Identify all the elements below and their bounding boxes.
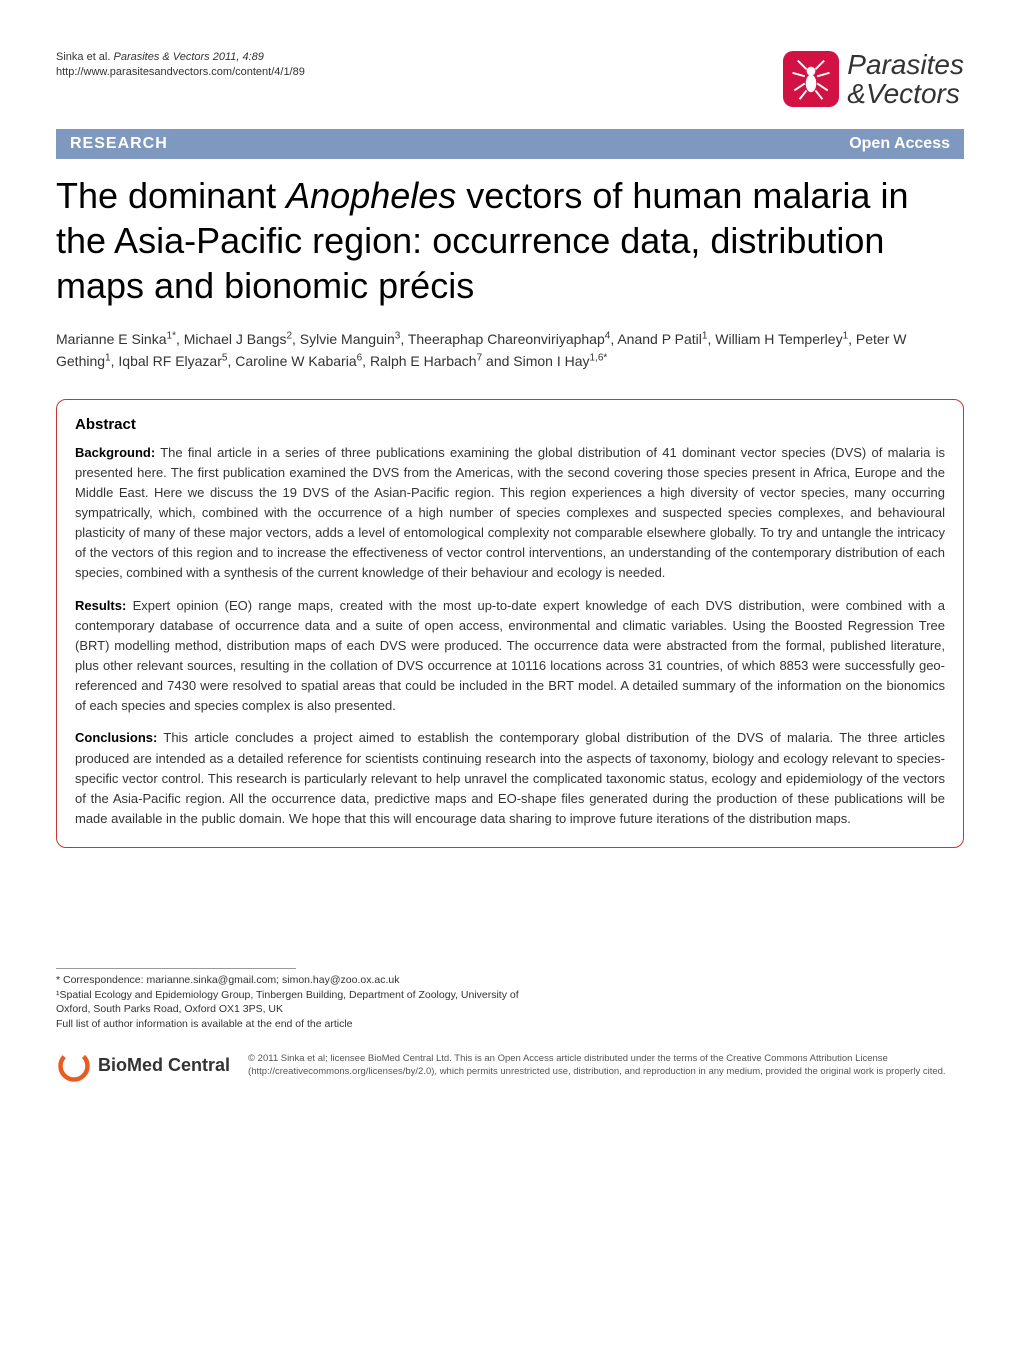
author-list: Marianne E Sinka1*, Michael J Bangs2, Sy… [56,328,964,373]
bmc-name: BioMed Central [98,1055,230,1076]
header-citation: Sinka et al. Parasites & Vectors 2011, 4… [56,50,305,81]
correspondence-emails: * Correspondence: marianne.sinka@gmail.c… [56,973,536,988]
footer-row: BioMed Central © 2011 Sinka et al; licen… [56,1048,964,1084]
abstract-heading: Abstract [75,416,945,433]
correspondence-note: Full list of author information is avail… [56,1017,536,1032]
page: Sinka et al. Parasites & Vectors 2011, 4… [0,0,1020,1124]
journal-citation: Parasites & Vectors 2011, 4:89 [113,51,263,63]
correspondence-affiliation: ¹Spatial Ecology and Epidemiology Group,… [56,988,536,1017]
article-type: RESEARCH [70,135,168,153]
article-type-banner: RESEARCH Open Access [56,129,964,159]
authors-short: Sinka et al. [56,51,110,63]
running-header: Sinka et al. Parasites & Vectors 2011, 4… [56,50,964,109]
open-access-label: Open Access [849,135,950,153]
article-title: The dominant Anopheles vectors of human … [56,173,964,308]
article-url: http://www.parasitesandvectors.com/conte… [56,66,305,78]
license-text: © 2011 Sinka et al; licensee BioMed Cent… [248,1053,964,1079]
abstract-box: Abstract Background: The final article i… [56,399,964,849]
correspondence-block: * Correspondence: marianne.sinka@gmail.c… [56,968,536,1038]
mosquito-icon [783,51,839,107]
journal-name: Parasites &Vectors [847,50,964,109]
footer: * Correspondence: marianne.sinka@gmail.c… [56,968,964,1084]
bmc-ring-icon [56,1048,92,1084]
abstract-background: Background: The final article in a serie… [75,443,945,584]
biomed-central-logo: BioMed Central [56,1048,230,1084]
journal-logo: Parasites &Vectors [783,50,964,109]
abstract-conclusions: Conclusions: This article concludes a pr… [75,728,945,829]
abstract-results: Results: Expert opinion (EO) range maps,… [75,596,945,717]
